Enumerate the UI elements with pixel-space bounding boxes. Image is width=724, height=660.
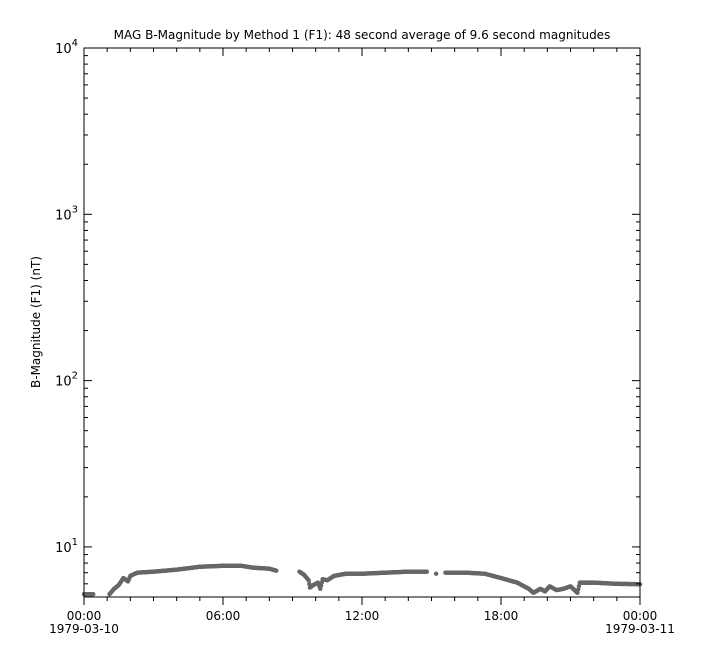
y-axis-label: B-Magnitude (F1) (nT) xyxy=(29,256,43,388)
data-point xyxy=(575,590,580,595)
chart-title: MAG B-Magnitude by Method 1 (F1): 48 sec… xyxy=(114,28,611,42)
x-tick-label: 00:00 xyxy=(623,609,658,623)
x-tick-label: 00:00 xyxy=(67,609,102,623)
data-point xyxy=(576,583,582,589)
y-tick-label: 104 xyxy=(55,38,78,57)
data-point xyxy=(433,571,439,576)
x-tick-date: 1979-03-10 xyxy=(49,622,119,636)
y-tick-label: 102 xyxy=(55,371,78,390)
x-tick-date: 1979-03-11 xyxy=(605,622,675,636)
x-tick-label: 06:00 xyxy=(206,609,241,623)
x-tick-label: 18:00 xyxy=(484,609,519,623)
data-point xyxy=(306,578,311,583)
data-point xyxy=(274,568,279,573)
data-point xyxy=(424,569,430,574)
y-tick-label: 101 xyxy=(55,537,78,556)
data-points xyxy=(81,563,643,597)
data-point xyxy=(576,587,581,592)
plot-frame xyxy=(83,47,641,598)
data-point xyxy=(91,591,96,597)
y-tick-label: 103 xyxy=(55,204,78,223)
x-tick-label: 12:00 xyxy=(345,609,380,623)
